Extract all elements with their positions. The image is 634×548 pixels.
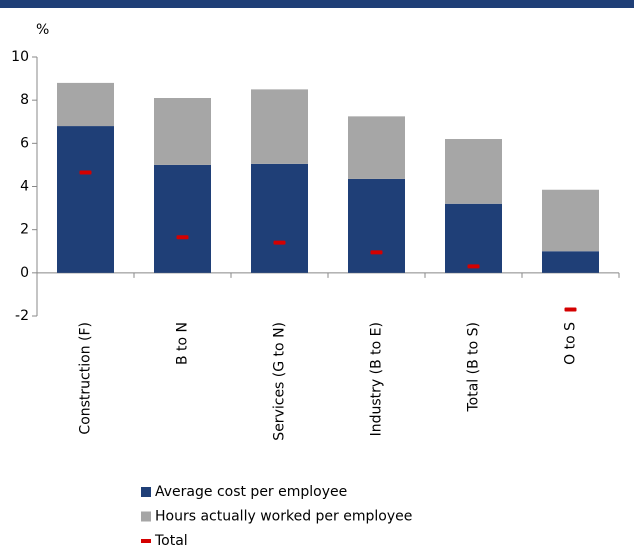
x-tick-label: O to S: [563, 322, 579, 365]
bar-segment: [154, 164, 211, 273]
total-marker: [467, 264, 480, 269]
x-tick-label: B to N: [175, 322, 191, 365]
bar-segment: [445, 203, 502, 273]
legend-label: Hours actually worked per employee: [155, 509, 412, 525]
bar-segment: [251, 89, 308, 164]
total-marker: [370, 250, 383, 255]
bar-segment: [348, 116, 405, 179]
y-tick-label: 6: [20, 135, 29, 151]
x-tick-label: Industry (B to E): [369, 322, 385, 436]
header-banner: [0, 0, 634, 8]
bar-segment: [57, 126, 114, 273]
legend-label: Average cost per employee: [155, 484, 347, 500]
total-marker: [79, 170, 92, 175]
legend-swatch: [141, 511, 151, 522]
bar-segment: [445, 139, 502, 204]
bar-segment: [154, 98, 211, 165]
y-tick-label: 2: [20, 222, 29, 238]
x-tick-label: Construction (F): [78, 322, 94, 435]
total-marker: [273, 240, 286, 245]
y-tick-label: 4: [20, 179, 29, 195]
bar-segment: [348, 178, 405, 273]
y-axis-unit: %: [36, 22, 49, 38]
y-tick-label: -2: [15, 308, 29, 324]
x-tick-label: Services (G to N): [272, 322, 288, 441]
x-tick-label: Total (B to S): [466, 322, 482, 413]
bar-segment: [542, 251, 599, 273]
legend-swatch: [141, 487, 151, 497]
y-tick-label: 8: [20, 92, 29, 108]
y-tick-label: 0: [20, 265, 29, 281]
bar-segment: [251, 163, 308, 273]
total-marker: [176, 235, 189, 240]
total-marker: [564, 307, 577, 312]
bar-segment: [542, 189, 599, 252]
legend-label: Total: [154, 533, 188, 548]
legend-swatch: [141, 539, 151, 543]
bar-segment: [57, 82, 114, 127]
y-tick-label: 10: [11, 49, 29, 65]
